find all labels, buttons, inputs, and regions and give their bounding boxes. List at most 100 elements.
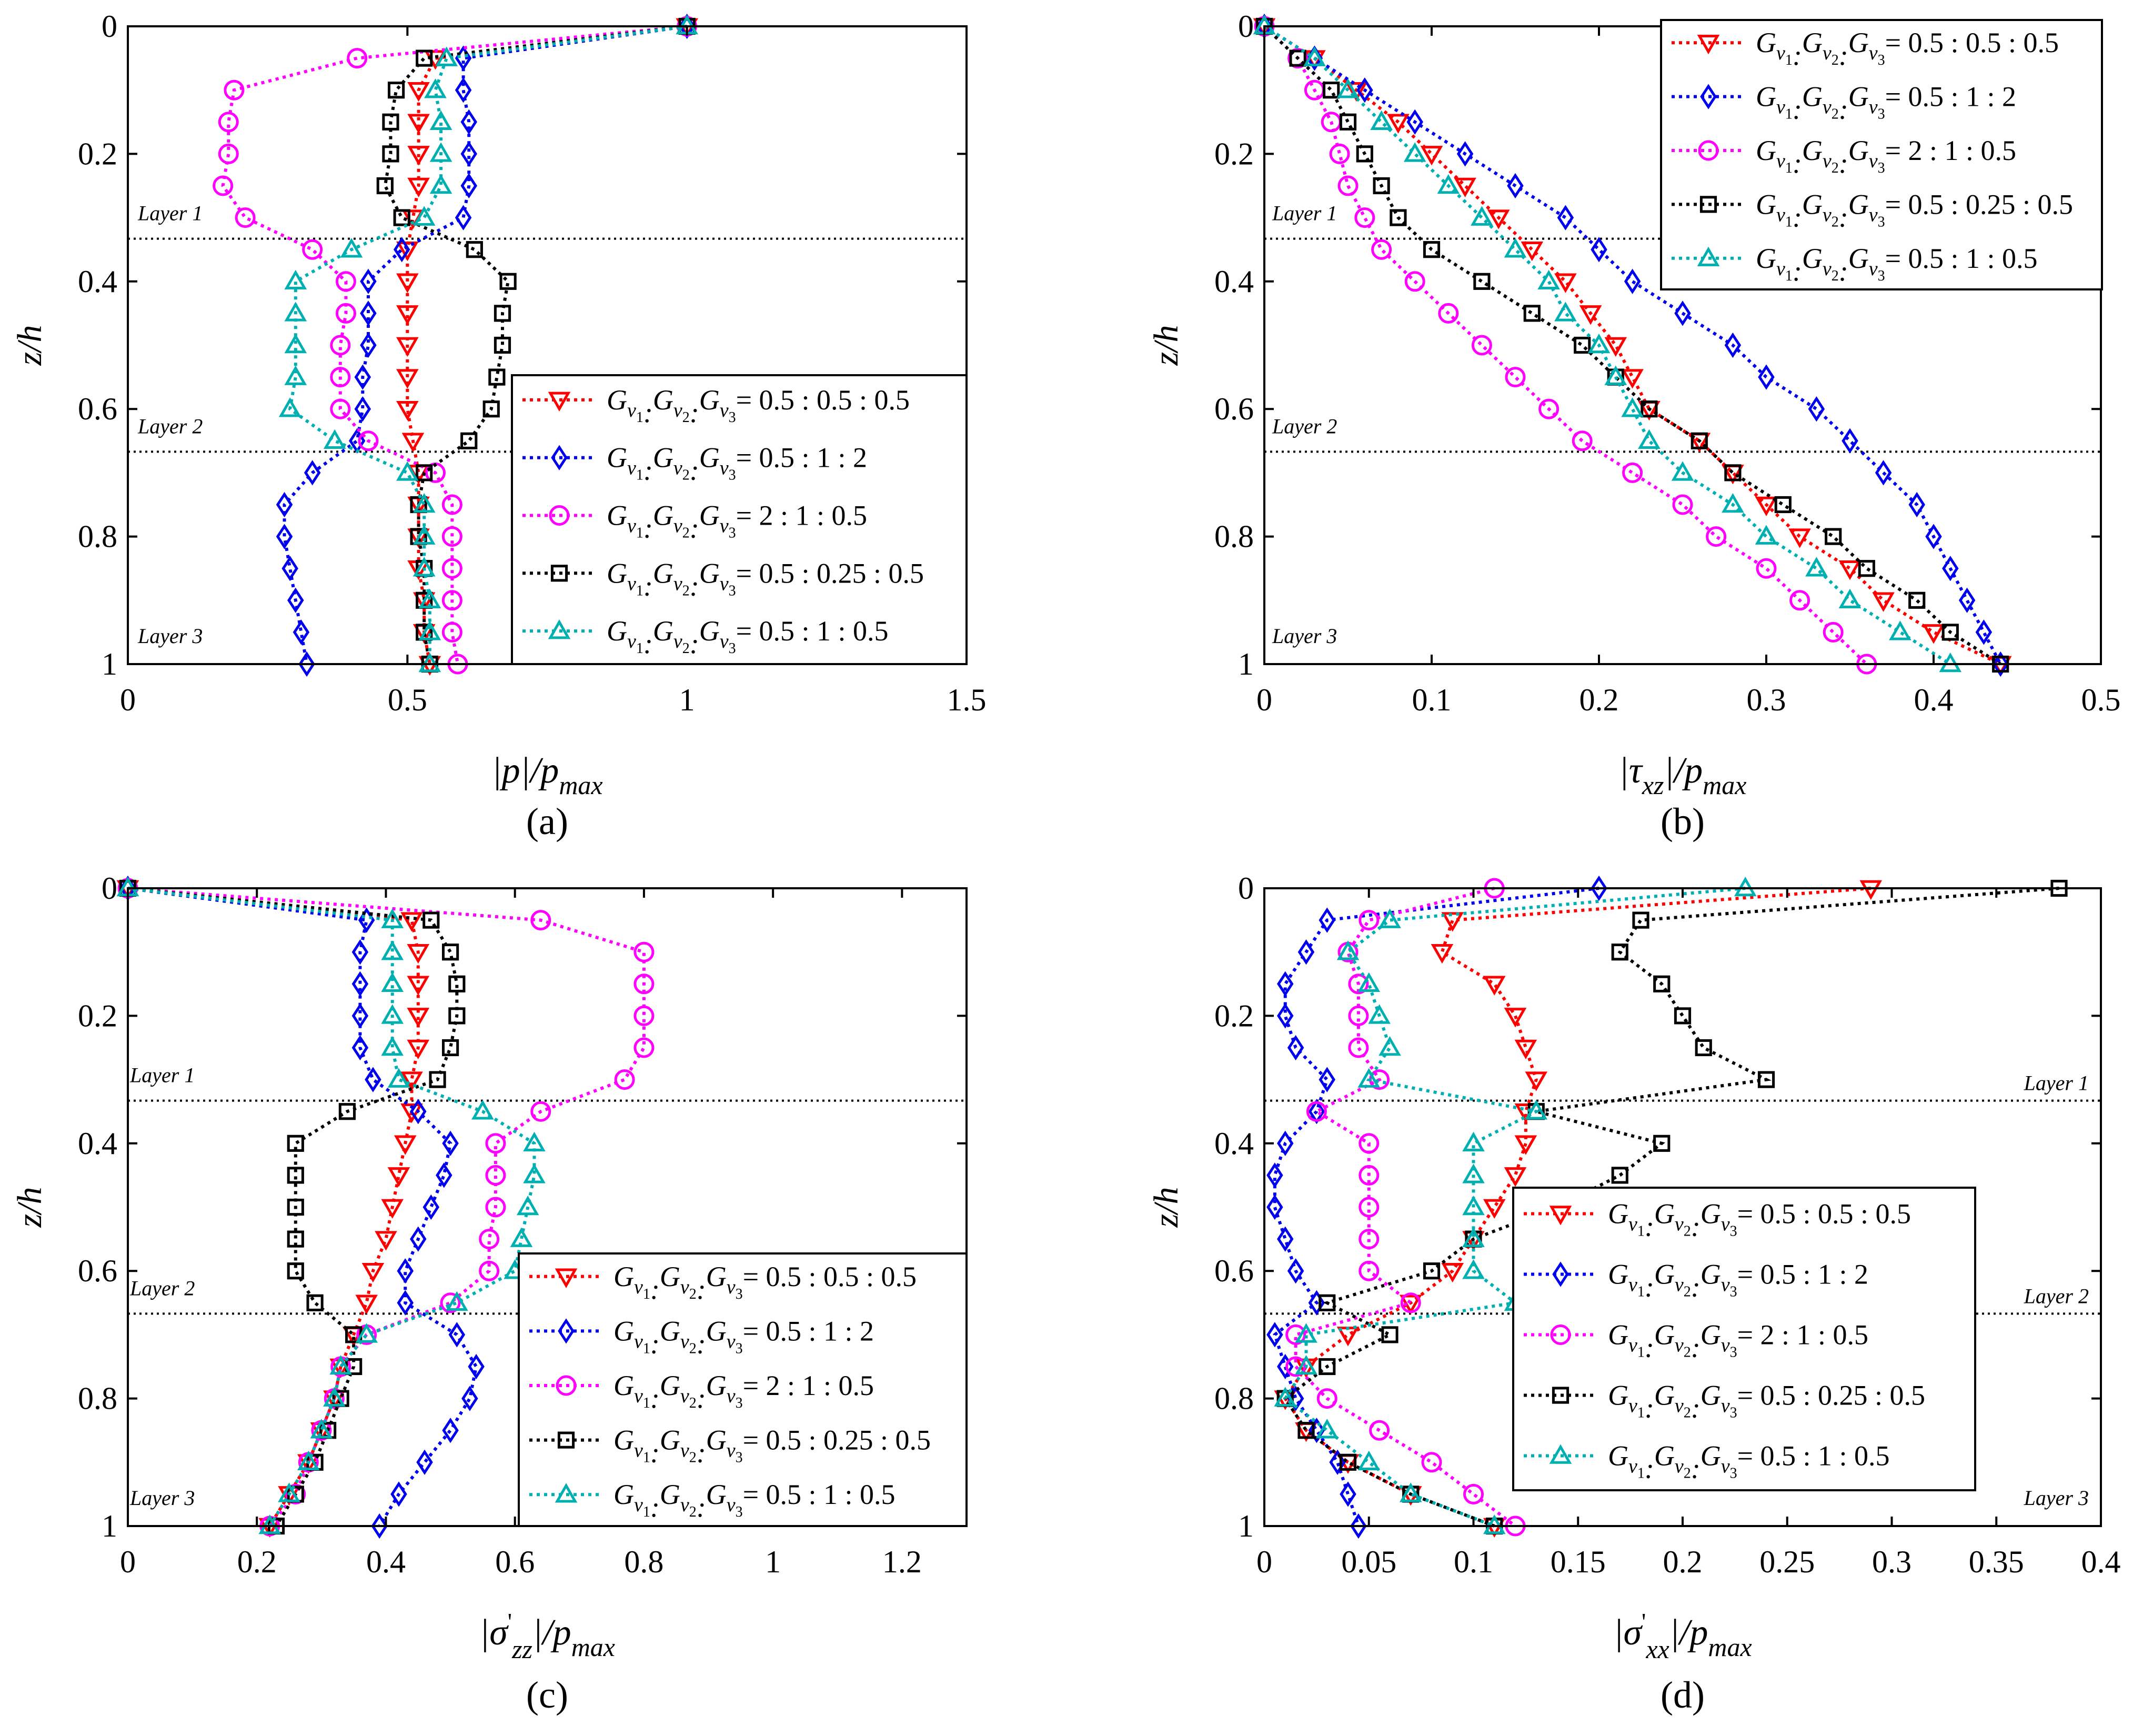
legend-symbol: G [1848, 27, 1869, 58]
data-point [435, 46, 458, 66]
legend-symbol: G [613, 1261, 634, 1292]
legend-sub-index: 3 [729, 467, 736, 484]
legend-symbol: G [1654, 1198, 1675, 1230]
data-point [351, 1035, 369, 1061]
legend-sub: v [1675, 1274, 1684, 1296]
y-tick-label: 1 [102, 647, 117, 681]
legend-symbol: G [1608, 1259, 1628, 1290]
series-line-5 [1283, 887, 1746, 1528]
data-point [1277, 971, 1294, 997]
data-point [407, 1008, 430, 1028]
data-point [1838, 588, 1862, 609]
data-point [1266, 1162, 1283, 1188]
legend-symbol: G [1608, 1198, 1628, 1230]
legend-symbol: G [699, 384, 720, 416]
legend-entry-label: Gv1:Gv2:Gv3= 0.5 : 0.5 : 0.5 [607, 384, 910, 428]
legend-symbol: G [660, 1479, 680, 1510]
data-point [494, 305, 511, 322]
legend-colon: : [690, 628, 699, 659]
x-tick-label: 0 [1256, 1544, 1272, 1579]
x-label-sub: xx [1645, 1634, 1669, 1664]
panel-label: (c) [526, 1674, 568, 1716]
legend-sub-index: 2 [1684, 1284, 1691, 1300]
x-axis-label: |σ'zz|/pmax [479, 1608, 615, 1664]
data-point [1604, 337, 1627, 357]
data-point [461, 1386, 478, 1411]
legend-symbol: G [1608, 1440, 1628, 1472]
legend-sub: v [680, 1385, 689, 1407]
y-tick-label: 0.6 [78, 392, 117, 426]
layer-label: Layer 1 [2024, 1071, 2089, 1095]
layer-label: Layer 2 [137, 414, 203, 438]
data-point [1908, 591, 1926, 609]
legend-entry-label: Gv1:Gv2:Gv3= 0.5 : 0.25 : 0.5 [607, 557, 924, 601]
data-point [633, 974, 655, 995]
legend-marker [1552, 1387, 1569, 1404]
data-point [1525, 1071, 1548, 1091]
data-point [381, 908, 404, 928]
data-point [407, 177, 430, 198]
data-point [1339, 1453, 1357, 1471]
legend-symbol: G [1756, 27, 1776, 58]
data-point [1471, 335, 1492, 356]
legend-marker [550, 565, 568, 582]
data-point [1554, 273, 1577, 293]
legend-sub: v [720, 457, 729, 479]
x-label-part: |/p [532, 1612, 571, 1653]
data-point [1641, 400, 1658, 418]
data-point [351, 971, 369, 997]
legend-sub-index: 1 [636, 467, 643, 484]
data-point [436, 1162, 452, 1188]
legend-sub-index: 3 [1878, 52, 1885, 68]
legend-sub-index: 2 [689, 1450, 697, 1466]
data-point [1574, 336, 1591, 354]
data-point [1399, 1482, 1422, 1502]
legend-sub-index: 1 [1785, 214, 1793, 230]
legend-sub-index: 1 [636, 583, 643, 599]
x-tick-label: 0.05 [1341, 1544, 1396, 1579]
legend-sub-index: 1 [1785, 106, 1793, 123]
layer-label: Layer 3 [1272, 624, 1337, 648]
data-point [1441, 912, 1464, 932]
data-point [1357, 1068, 1381, 1088]
legend-symbol: G [653, 500, 673, 531]
legend-symbol: G [1701, 1198, 1721, 1230]
data-point [479, 1260, 500, 1281]
data-point [218, 143, 239, 164]
x-tick-label: 0.5 [388, 683, 427, 717]
y-tick-label: 0.8 [1214, 1381, 1254, 1416]
data-point [1587, 333, 1611, 354]
x-tick-label: 0.3 [1872, 1544, 1911, 1579]
legend-sub-index: 1 [636, 525, 643, 541]
x-label-part: |/p [1669, 1612, 1708, 1653]
legend-colon: : [1793, 201, 1802, 233]
data-point [1523, 305, 1541, 322]
data-point [422, 911, 440, 929]
data-point [1266, 1322, 1283, 1348]
layer-label: Layer 1 [137, 202, 203, 225]
data-point [614, 1069, 635, 1090]
data-point [235, 207, 256, 228]
legend-colon: : [1839, 94, 1848, 125]
x-tick-label: 0 [120, 1544, 136, 1579]
data-point [1621, 397, 1644, 417]
data-point [510, 1227, 533, 1247]
layer-label: Layer 1 [1272, 202, 1337, 225]
legend-sub-index: 1 [1785, 52, 1793, 68]
data-point [1483, 976, 1506, 996]
y-tick-label: 0.4 [1214, 1126, 1254, 1161]
data-point [1303, 46, 1326, 66]
data-point [396, 273, 419, 293]
x-label-sub: zz [511, 1634, 532, 1664]
data-point [1441, 1262, 1464, 1283]
data-point [1308, 1099, 1325, 1125]
legend-sub-index: 2 [1832, 268, 1839, 284]
x-tick-label: 1.2 [882, 1544, 922, 1579]
legend-symbol: G [1848, 135, 1869, 166]
legend-colon: : [650, 1382, 660, 1414]
legend-sub-index: 3 [736, 1450, 743, 1466]
data-point [410, 1099, 427, 1125]
legend-symbol: G [1654, 1440, 1675, 1472]
layer-label: Layer 3 [137, 624, 203, 648]
data-point [1462, 1163, 1485, 1183]
